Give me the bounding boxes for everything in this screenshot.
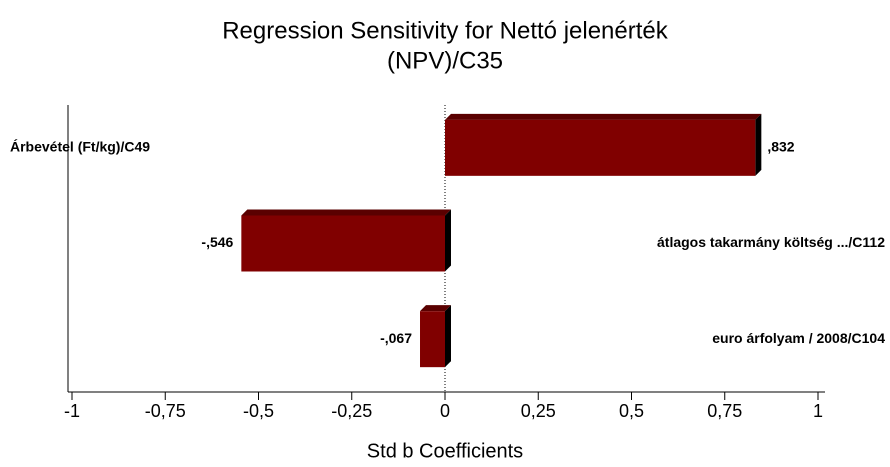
- bar-top: [420, 305, 451, 312]
- x-tick-label: -0,5: [243, 401, 274, 421]
- bar: [420, 311, 445, 368]
- value-label: -,546: [201, 234, 233, 250]
- bar: [241, 215, 445, 272]
- value-label: ,832: [767, 139, 794, 155]
- x-tick-label: -0,75: [145, 401, 186, 421]
- x-tick-label: 0,25: [521, 401, 556, 421]
- bar-top: [445, 113, 762, 120]
- value-label: -,067: [380, 330, 412, 346]
- x-tick-label: 0: [440, 401, 450, 421]
- bar-side: [445, 305, 451, 368]
- chart-title: (NPV)/C35: [387, 47, 503, 74]
- category-label: euro árfolyam / 2008/C104: [712, 330, 885, 346]
- category-label: Árbevétel (Ft/kg)/C49: [10, 139, 150, 155]
- x-axis-title: Std b Coefficients: [367, 440, 523, 462]
- bar-top: [241, 209, 451, 216]
- x-tick-label: 0,75: [707, 401, 742, 421]
- bar-side: [445, 209, 451, 272]
- x-tick-label: -0,25: [331, 401, 372, 421]
- x-tick-label: 1: [813, 401, 823, 421]
- category-label: átlagos takarmány költség .../C112: [657, 234, 885, 250]
- bar: [445, 119, 756, 176]
- x-tick-label: 0,5: [619, 401, 644, 421]
- x-tick-label: -1: [64, 401, 80, 421]
- chart-title: Regression Sensitivity for Nettó jelenér…: [222, 17, 669, 44]
- bar-side: [755, 113, 762, 176]
